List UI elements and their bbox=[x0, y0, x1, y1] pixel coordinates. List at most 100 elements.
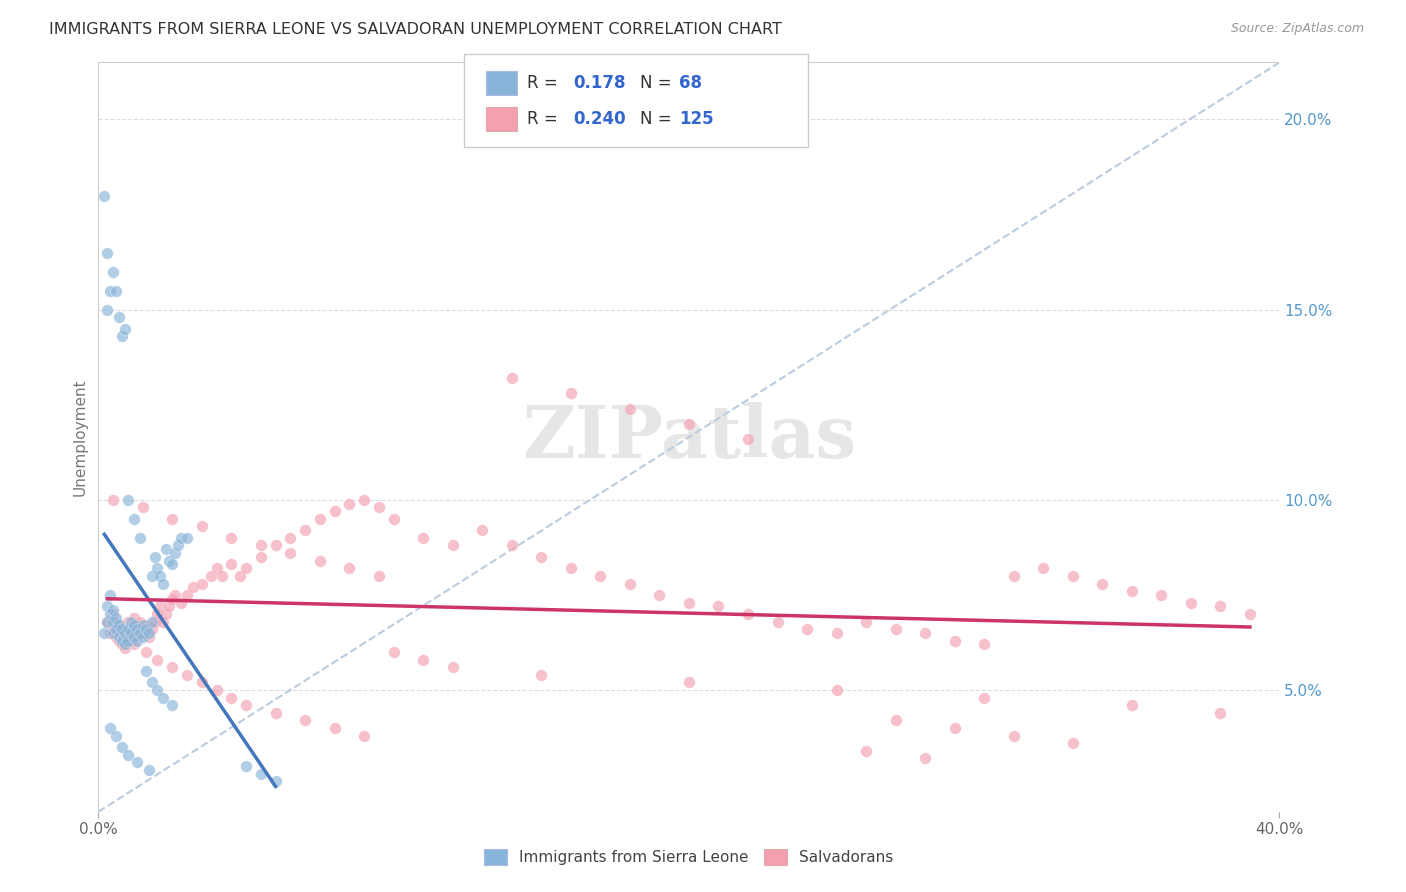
Point bbox=[170, 531, 193, 545]
Point bbox=[191, 675, 214, 690]
Point bbox=[138, 626, 160, 640]
Point bbox=[737, 607, 759, 621]
Point bbox=[1091, 576, 1114, 591]
Point bbox=[221, 690, 243, 705]
Point bbox=[235, 759, 257, 773]
Point bbox=[105, 284, 128, 298]
Point bbox=[122, 626, 145, 640]
Point bbox=[560, 386, 582, 401]
Point bbox=[855, 615, 877, 629]
Text: N =: N = bbox=[640, 74, 676, 92]
Point bbox=[353, 729, 375, 743]
Point bbox=[501, 371, 523, 385]
Point bbox=[108, 633, 131, 648]
Point bbox=[146, 607, 169, 621]
Point bbox=[103, 615, 125, 629]
Point bbox=[117, 633, 139, 648]
Point bbox=[648, 588, 671, 602]
Point bbox=[250, 539, 273, 553]
Point bbox=[128, 626, 150, 640]
Point bbox=[143, 615, 166, 629]
Point bbox=[111, 622, 134, 636]
Point bbox=[141, 615, 163, 629]
Point bbox=[200, 569, 222, 583]
Point bbox=[221, 531, 243, 545]
Point bbox=[105, 630, 128, 644]
Point bbox=[382, 645, 405, 659]
Point bbox=[108, 618, 131, 632]
Point bbox=[132, 626, 155, 640]
Point bbox=[128, 615, 150, 629]
Point bbox=[619, 576, 641, 591]
Point bbox=[114, 321, 136, 335]
Point bbox=[914, 751, 936, 765]
Point bbox=[176, 667, 198, 681]
Point bbox=[162, 698, 183, 713]
Point bbox=[181, 580, 204, 594]
Point bbox=[973, 637, 995, 651]
Point bbox=[619, 401, 641, 416]
Point bbox=[205, 683, 228, 698]
Point bbox=[108, 618, 131, 632]
Point bbox=[105, 729, 128, 743]
Point bbox=[93, 188, 115, 202]
Point bbox=[141, 675, 163, 690]
Point bbox=[323, 721, 346, 735]
Point bbox=[122, 512, 145, 526]
Point bbox=[191, 519, 214, 533]
Point bbox=[368, 569, 391, 583]
Point bbox=[353, 492, 375, 507]
Point bbox=[737, 432, 759, 446]
Point bbox=[103, 622, 125, 636]
Point bbox=[98, 284, 121, 298]
Point bbox=[117, 630, 139, 644]
Point bbox=[530, 549, 553, 564]
Point bbox=[132, 630, 155, 644]
Point bbox=[235, 698, 257, 713]
Point bbox=[589, 569, 612, 583]
Point bbox=[103, 626, 125, 640]
Point bbox=[309, 512, 332, 526]
Point bbox=[162, 558, 183, 572]
Point bbox=[152, 615, 174, 629]
Point bbox=[825, 683, 848, 698]
Point bbox=[1002, 569, 1025, 583]
Point bbox=[103, 603, 125, 617]
Text: 0.178: 0.178 bbox=[574, 74, 626, 92]
Point bbox=[501, 539, 523, 553]
Point bbox=[138, 630, 160, 644]
Point bbox=[105, 615, 128, 629]
Point bbox=[135, 618, 157, 632]
Point bbox=[165, 588, 187, 602]
Point bbox=[114, 626, 136, 640]
Point bbox=[339, 497, 361, 511]
Point bbox=[943, 633, 966, 648]
Point bbox=[141, 569, 163, 583]
Point bbox=[412, 652, 434, 666]
Point bbox=[120, 626, 142, 640]
Point bbox=[884, 622, 907, 636]
Point bbox=[229, 569, 252, 583]
Point bbox=[176, 588, 198, 602]
Point bbox=[105, 611, 128, 625]
Point bbox=[125, 622, 148, 636]
Point bbox=[1032, 561, 1054, 575]
Point bbox=[221, 558, 243, 572]
Point bbox=[1062, 736, 1084, 750]
Point bbox=[108, 630, 131, 644]
Point bbox=[766, 615, 789, 629]
Text: N =: N = bbox=[640, 110, 676, 128]
Point bbox=[103, 607, 125, 621]
Point bbox=[323, 504, 346, 518]
Point bbox=[162, 660, 183, 674]
Point bbox=[120, 615, 142, 629]
Point bbox=[114, 626, 136, 640]
Point bbox=[796, 622, 818, 636]
Point bbox=[294, 714, 316, 728]
Text: ZIPatlas: ZIPatlas bbox=[522, 401, 856, 473]
Point bbox=[111, 622, 134, 636]
Point bbox=[855, 744, 877, 758]
Point bbox=[167, 539, 190, 553]
Point bbox=[280, 546, 302, 560]
Point bbox=[678, 595, 700, 609]
